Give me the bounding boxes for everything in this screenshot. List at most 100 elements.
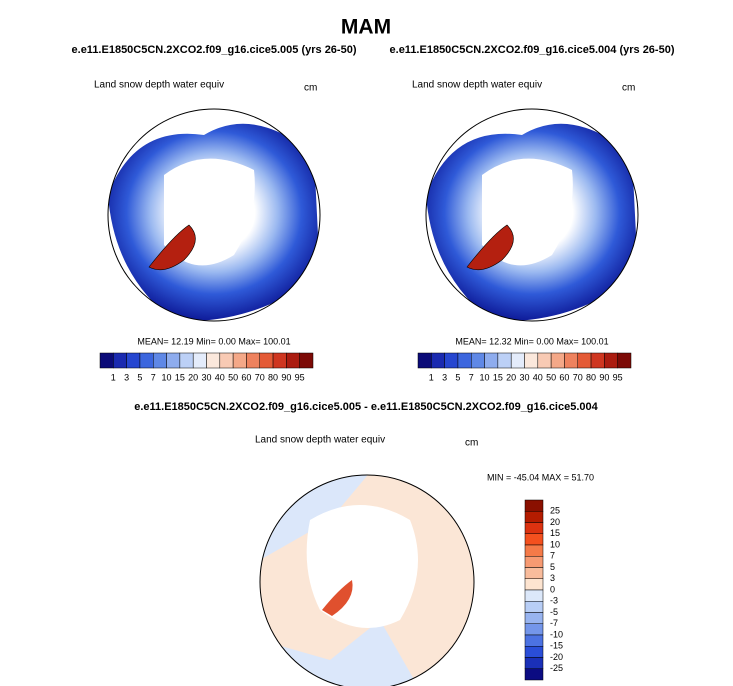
difference-units: cm xyxy=(465,438,478,449)
colorbar-label: 50 xyxy=(228,372,238,382)
colorbar-box xyxy=(471,352,485,369)
greenland xyxy=(148,224,196,271)
colorbar-label: -25 xyxy=(550,663,563,673)
colorbar-label: -3 xyxy=(550,596,558,606)
colorbar-label: 15 xyxy=(493,372,503,382)
colorbar-label: 7 xyxy=(550,551,555,561)
colorbar-box xyxy=(524,623,544,636)
colorbar-box xyxy=(524,533,544,546)
colorbar-label: 3 xyxy=(124,372,129,382)
colorbar-box xyxy=(577,352,592,369)
panel-units: cm xyxy=(622,83,635,94)
map-fill xyxy=(426,109,638,321)
colorbar-box xyxy=(166,352,181,369)
colorbar-box xyxy=(139,352,154,369)
colorbar-box xyxy=(617,352,632,369)
colorbar-label: 10 xyxy=(162,372,172,382)
colorbar-box xyxy=(232,352,247,369)
colorbar-box xyxy=(286,352,300,369)
colorbar-box xyxy=(431,352,445,369)
colorbar-box xyxy=(524,499,544,512)
difference-stats: MIN = -45.04 MAX = 51.70 xyxy=(487,472,594,482)
colorbar-label: 60 xyxy=(241,372,251,382)
colorbar-label: 0 xyxy=(550,584,555,594)
polar-map xyxy=(107,108,321,322)
colorbar-label: 20 xyxy=(506,372,516,382)
colorbar-box xyxy=(524,589,544,602)
colorbar-label: 30 xyxy=(201,372,211,382)
colorbar-box xyxy=(299,352,314,369)
colorbar-box xyxy=(550,352,565,369)
colorbar-label: 40 xyxy=(215,372,225,382)
colorbar-label: 1 xyxy=(429,372,434,382)
colorbar-box xyxy=(524,601,544,613)
colorbar-box xyxy=(524,511,544,523)
colorbar-box xyxy=(524,556,544,568)
colorbar-box xyxy=(524,657,544,669)
colorbar-box xyxy=(246,352,260,369)
panel-units: cm xyxy=(304,83,317,94)
colorbar-label: 95 xyxy=(295,372,305,382)
colorbar-label: 90 xyxy=(281,372,291,382)
colorbar-label: 10 xyxy=(550,539,560,549)
colorbar-label: 25 xyxy=(550,506,560,516)
colorbar-label: 5 xyxy=(550,562,555,572)
colorbar-box xyxy=(457,352,472,369)
colorbar-box xyxy=(484,352,499,369)
colorbar-label: -7 xyxy=(550,618,558,628)
colorbar-box xyxy=(497,352,512,369)
colorbar-label: -10 xyxy=(550,629,563,639)
panel-stats: MEAN= 12.32 Min= 0.00 Max= 100.01 xyxy=(455,336,608,346)
colorbar-box xyxy=(272,352,287,369)
colorbar-box xyxy=(99,352,114,369)
map-fill xyxy=(108,109,320,321)
colorbar-label: 60 xyxy=(559,372,569,382)
greenland xyxy=(466,224,514,271)
colorbar-label: 20 xyxy=(188,372,198,382)
colorbar-label: -20 xyxy=(550,652,563,662)
colorbar-label: 95 xyxy=(613,372,623,382)
colorbar-box xyxy=(524,352,539,369)
colorbar-box xyxy=(524,612,544,624)
colorbar-label: 5 xyxy=(455,372,460,382)
colorbar-label: 40 xyxy=(533,372,543,382)
colorbar-box xyxy=(126,352,141,369)
colorbar-label: 80 xyxy=(268,372,278,382)
colorbar-box xyxy=(153,352,167,369)
colorbar-label: 20 xyxy=(550,517,560,527)
colorbar-box xyxy=(524,578,544,591)
colorbar-box xyxy=(206,352,221,369)
panel-title: e.e11.E1850C5CN.2XCO2.f09_g16.cice5.005 … xyxy=(72,44,357,56)
colorbar-box xyxy=(192,352,207,369)
colorbar-label: 15 xyxy=(175,372,185,382)
colorbar-box xyxy=(537,352,552,369)
colorbar-label: 10 xyxy=(480,372,490,382)
colorbar-box xyxy=(524,634,544,647)
colorbar-label: -15 xyxy=(550,641,563,651)
colorbar-label: 1 xyxy=(111,372,116,382)
colorbar-label: 90 xyxy=(599,372,609,382)
colorbar-box xyxy=(604,352,618,369)
colorbar-box xyxy=(510,352,525,369)
colorbar-label: 70 xyxy=(255,372,265,382)
colorbar-label: 3 xyxy=(550,573,555,583)
colorbar-box xyxy=(524,668,544,681)
colorbar-label: 3 xyxy=(442,372,447,382)
difference-title: e.e11.E1850C5CN.2XCO2.f09_g16.cice5.005 … xyxy=(134,401,598,413)
colorbar-box xyxy=(590,352,605,369)
polar-map xyxy=(425,108,639,322)
colorbar-box xyxy=(259,352,274,369)
map-border xyxy=(107,108,321,322)
colorbar-box xyxy=(564,352,578,369)
colorbar-label: 80 xyxy=(586,372,596,382)
map-border xyxy=(425,108,639,322)
colorbar-label: 7 xyxy=(151,372,156,382)
colorbar-label: 70 xyxy=(573,372,583,382)
difference-map xyxy=(259,474,475,686)
colorbar-box xyxy=(417,352,432,369)
colorbar-box xyxy=(524,522,544,534)
colorbar-box xyxy=(113,352,127,369)
colorbar-box xyxy=(219,352,234,369)
panel-stats: MEAN= 12.19 Min= 0.00 Max= 100.01 xyxy=(137,336,290,346)
